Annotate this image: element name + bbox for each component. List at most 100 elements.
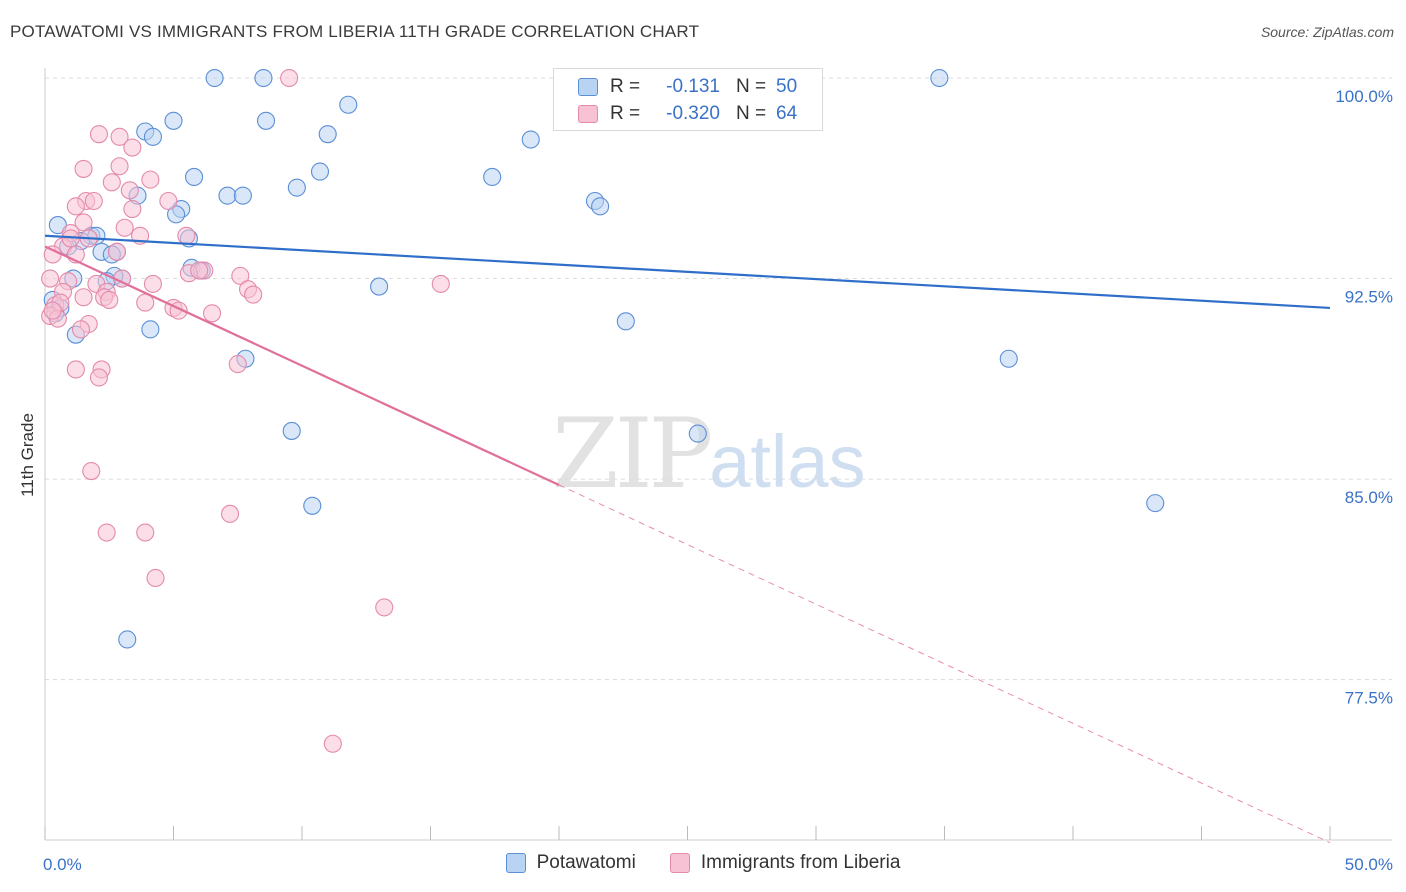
liberia-point — [141, 170, 160, 189]
n-label: N = — [736, 103, 767, 124]
potawatomi-point — [282, 421, 301, 440]
potawatomi-point — [164, 111, 183, 130]
liberia-point — [107, 242, 127, 261]
potawatomi-point — [167, 205, 186, 224]
liberia-point — [74, 213, 93, 232]
liberia-point — [159, 191, 178, 211]
potawatomi-point — [303, 496, 322, 515]
liberia-point — [66, 197, 85, 216]
liberia-point — [41, 269, 60, 288]
potawatomi-swatch — [578, 78, 598, 96]
potawatomi-point — [143, 127, 162, 146]
potawatomi-point — [999, 349, 1018, 368]
liberia-point — [102, 173, 121, 192]
potawatomi-point — [256, 111, 276, 130]
potawatomi-point — [688, 424, 707, 443]
potawatomi-point — [254, 68, 273, 88]
liberia-point — [71, 320, 91, 339]
series-legend: Potawatomi Immigrants from Liberia — [0, 852, 1406, 874]
liberia-point — [136, 523, 155, 542]
liberia-point — [280, 68, 299, 88]
liberia-point — [177, 226, 196, 245]
liberia-point — [43, 301, 62, 320]
liberia-swatch — [669, 853, 690, 873]
y-tick-label: 77.5% — [1345, 689, 1393, 708]
liberia-swatch — [578, 105, 598, 123]
potawatomi-point — [339, 95, 358, 114]
potawatomi-point — [930, 68, 949, 88]
potawatomi-point — [205, 68, 224, 88]
liberia-trendline — [44, 245, 560, 486]
legend-item-liberia[interactable]: Immigrants from Liberia — [669, 852, 901, 874]
n-value: 64 — [776, 103, 798, 124]
stats-legend: R = -0.131 N = 50 R = -0.320 N = 64 — [553, 68, 823, 131]
potawatomi-point — [370, 277, 389, 296]
liberia-point — [323, 734, 342, 753]
liberia-point — [100, 290, 119, 309]
liberia-point — [228, 355, 247, 374]
liberia-point — [120, 181, 139, 200]
liberia-point — [146, 568, 165, 588]
liberia-point — [97, 523, 116, 542]
potawatomi-point — [233, 186, 252, 205]
liberia-point — [89, 125, 109, 144]
watermark-atlas: atlas — [709, 420, 866, 503]
watermark-zip: ZIP — [552, 398, 713, 510]
potawatomi-point — [616, 312, 635, 331]
potawatomi-point — [310, 162, 330, 181]
potawatomi-point — [118, 630, 137, 649]
watermark: ZIPatlas — [552, 398, 866, 510]
potawatomi-point — [483, 167, 502, 186]
liberia-trendline-extension — [558, 484, 1331, 844]
y-tick-label: 92.5% — [1345, 288, 1393, 307]
liberia-point — [143, 274, 162, 293]
r-label: R = — [610, 76, 641, 97]
liberia-point — [231, 266, 250, 285]
liberia-point — [110, 127, 129, 146]
liberia-point — [190, 261, 209, 280]
x-tick-label: 50.0% — [1345, 855, 1393, 874]
legend-label: Potawatomi — [536, 852, 636, 873]
r-label: R = — [610, 103, 641, 124]
liberia-point — [220, 504, 240, 523]
legend-item-potawatomi[interactable]: Potawatomi — [505, 852, 636, 874]
liberia-point — [89, 368, 109, 387]
potawatomi-point — [141, 320, 160, 339]
chart-title: POTAWATOMI VS IMMIGRANTS FROM LIBERIA 11… — [10, 22, 700, 41]
liberia-point — [82, 461, 101, 481]
potawatomi-point — [1146, 494, 1165, 513]
y-axis-label: 11th Grade — [18, 413, 37, 497]
liberia-point — [115, 218, 134, 237]
stats-row-potawatomi: R = -0.131 N = 50 — [578, 74, 797, 100]
legend-label: Immigrants from Liberia — [700, 852, 901, 873]
liberia-point — [74, 288, 93, 307]
y-tick-label: 85.0% — [1345, 488, 1393, 507]
liberia-point — [375, 598, 394, 617]
n-label: N = — [736, 76, 767, 97]
potawatomi-swatch — [505, 853, 526, 873]
potawatomi-point — [185, 167, 204, 186]
potawatomi-point — [218, 186, 237, 205]
potawatomi-point — [48, 216, 67, 235]
n-value: 50 — [776, 76, 798, 97]
r-value: -0.320 — [666, 103, 720, 124]
liberia-point — [74, 159, 93, 178]
liberia-point — [431, 274, 450, 293]
r-value: -0.131 — [666, 76, 720, 97]
source-label: Source: ZipAtlas.com — [1260, 24, 1394, 40]
liberia-point — [123, 138, 142, 157]
liberia-point — [110, 157, 129, 176]
liberia-point — [203, 304, 222, 323]
potawatomi-point — [318, 125, 337, 144]
x-tick-label: 0.0% — [43, 855, 82, 874]
potawatomi-point — [287, 178, 306, 197]
liberia-point — [66, 360, 85, 379]
liberia-point — [244, 285, 263, 304]
potawatomi-point — [591, 197, 610, 216]
potawatomi-point — [521, 130, 540, 149]
potawatomi-trendline — [44, 234, 1331, 310]
liberia-point — [43, 245, 62, 264]
liberia-point — [84, 191, 103, 211]
y-tick-label: 100.0% — [1335, 87, 1393, 106]
